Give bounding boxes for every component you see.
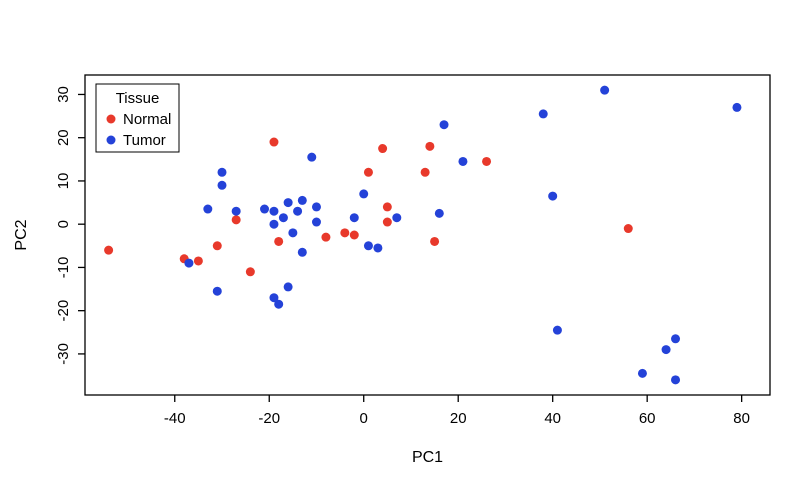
series-tumor — [184, 85, 742, 385]
data-point-tumor — [307, 152, 317, 162]
legend-label-normal: Normal — [123, 111, 171, 128]
data-point-normal — [378, 144, 388, 154]
legend-marker-normal — [106, 114, 116, 124]
y-tick-label: -10 — [55, 257, 72, 279]
data-point-tumor — [311, 217, 321, 227]
data-point-normal — [340, 228, 350, 238]
x-tick-label: 20 — [450, 410, 467, 427]
data-point-tumor — [217, 167, 227, 177]
data-point-normal — [623, 224, 633, 234]
data-point-tumor — [363, 241, 373, 251]
y-tick-label: -30 — [55, 343, 72, 365]
data-point-tumor — [548, 191, 558, 201]
data-point-tumor — [269, 206, 279, 216]
x-tick-label: 60 — [639, 410, 656, 427]
data-point-normal — [430, 236, 440, 246]
data-point-normal — [274, 236, 284, 246]
x-tick-label: -20 — [258, 410, 280, 427]
y-tick-label: 20 — [55, 129, 72, 146]
y-tick-label: 30 — [55, 86, 72, 103]
y-tick-label: 0 — [55, 220, 72, 228]
data-point-tumor — [439, 120, 449, 130]
data-point-tumor — [212, 286, 222, 296]
data-point-normal — [420, 167, 430, 177]
data-point-tumor — [283, 198, 293, 208]
data-point-normal — [104, 245, 114, 255]
data-point-normal — [363, 167, 373, 177]
data-point-tumor — [288, 228, 298, 238]
plot-box — [84, 74, 771, 396]
x-tick-label: 80 — [733, 410, 750, 427]
y-tick-label: -20 — [55, 300, 72, 322]
data-point-normal — [269, 137, 279, 147]
data-point-normal — [382, 202, 392, 212]
data-point-tumor — [392, 213, 402, 223]
data-point-tumor — [278, 213, 288, 223]
data-point-tumor — [293, 206, 303, 216]
data-point-tumor — [671, 334, 681, 344]
data-point-tumor — [458, 156, 468, 166]
data-point-tumor — [269, 219, 279, 229]
data-point-tumor — [311, 202, 321, 212]
data-point-normal — [212, 241, 222, 251]
data-point-normal — [382, 217, 392, 227]
data-point-tumor — [349, 213, 359, 223]
data-point-tumor — [297, 195, 307, 205]
x-tick-label: -40 — [164, 410, 186, 427]
data-point-normal — [349, 230, 359, 240]
data-point-tumor — [217, 180, 227, 190]
data-point-normal — [193, 256, 203, 266]
data-point-tumor — [297, 247, 307, 257]
data-point-tumor — [184, 258, 194, 268]
data-point-tumor — [600, 85, 610, 95]
series-normal — [104, 137, 633, 277]
data-point-tumor — [637, 368, 647, 378]
data-point-tumor — [434, 208, 444, 218]
data-point-tumor — [661, 345, 671, 355]
legend-title: Tissue — [116, 90, 160, 107]
x-tick-label: 0 — [360, 410, 368, 427]
legend-label-tumor: Tumor — [123, 132, 166, 149]
data-point-tumor — [552, 325, 562, 335]
data-point-tumor — [274, 299, 284, 309]
data-point-normal — [482, 156, 492, 166]
y-tick-label: 10 — [55, 173, 72, 190]
legend-marker-tumor — [106, 135, 116, 145]
data-point-tumor — [260, 204, 270, 214]
data-point-tumor — [203, 204, 213, 214]
data-point-tumor — [359, 189, 369, 199]
data-point-tumor — [538, 109, 548, 119]
data-point-normal — [425, 141, 435, 151]
data-point-tumor — [283, 282, 293, 292]
data-point-tumor — [732, 102, 742, 112]
x-tick-label: 40 — [544, 410, 561, 427]
data-point-tumor — [671, 375, 681, 385]
data-point-tumor — [269, 293, 279, 303]
data-point-normal — [231, 215, 241, 225]
y-axis-title: PC2 — [13, 219, 30, 250]
data-point-tumor — [373, 243, 383, 253]
legend: Tissue Normal Tumor — [95, 83, 180, 153]
data-point-tumor — [231, 206, 241, 216]
data-point-normal — [245, 267, 255, 277]
x-axis-title: PC1 — [412, 449, 443, 466]
data-point-normal — [321, 232, 331, 242]
